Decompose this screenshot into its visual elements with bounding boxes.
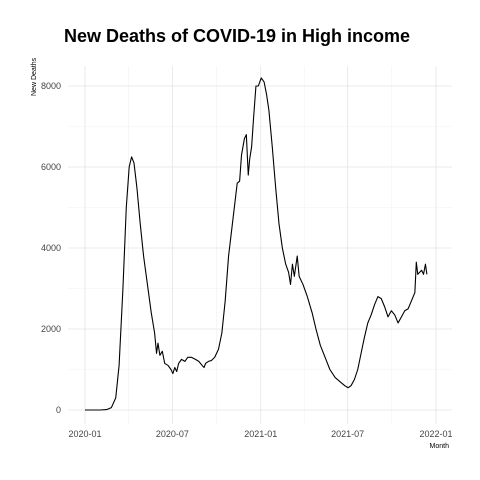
chart-title: New Deaths of COVID-19 in High income: [64, 26, 411, 46]
x-axis-label: Month: [430, 443, 450, 450]
series-group: [85, 77, 428, 411]
x-tick-label: 2021-07: [331, 429, 364, 439]
x-tick-label: 2020-01: [68, 429, 101, 439]
grid-lines: [68, 66, 452, 424]
y-axis-label: New Deaths: [31, 57, 38, 96]
series-line-0: [85, 77, 428, 411]
y-tick-label: 2000: [41, 324, 61, 334]
y-tick-label: 0: [56, 405, 61, 415]
x-tick-label: 2022-01: [419, 429, 452, 439]
y-tick-label: 4000: [41, 243, 61, 253]
x-tick-label: 2021-01: [244, 429, 277, 439]
tick-labels: 0 2000 4000 6000 8000 2020-01 2020-07 2021-01 20…: [41, 81, 453, 439]
y-tick-label: 6000: [41, 162, 61, 172]
x-tick-label: 2020-07: [156, 429, 189, 439]
y-tick-label: 8000: [41, 81, 61, 91]
